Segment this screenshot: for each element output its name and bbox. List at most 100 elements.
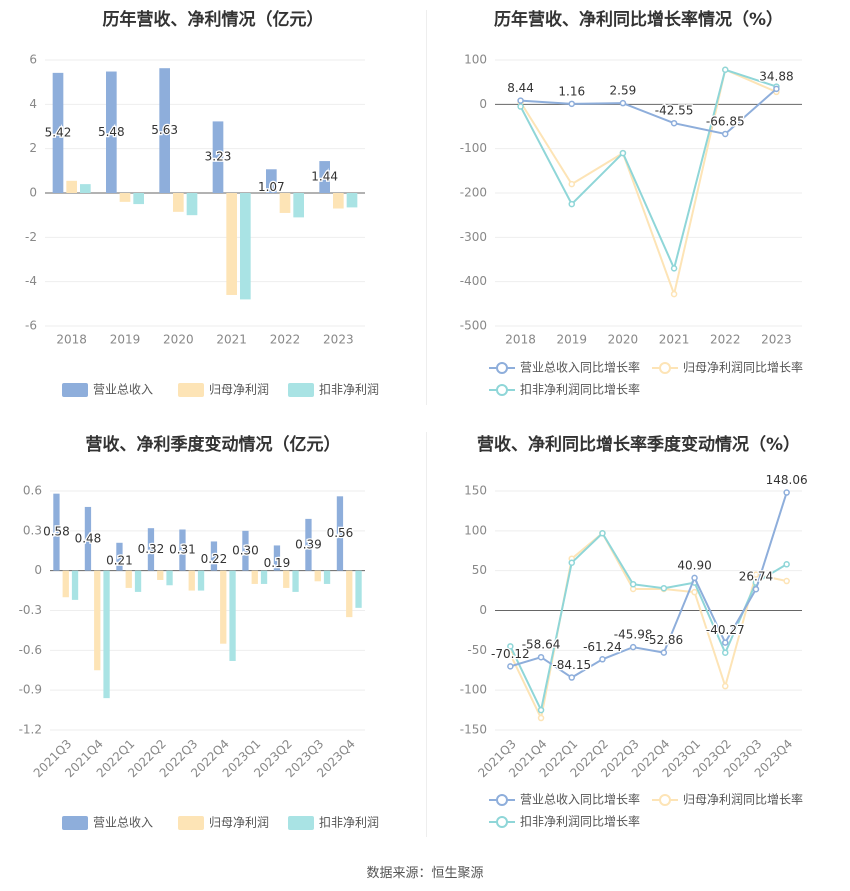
series-point	[722, 130, 729, 138]
bar-revenue	[159, 68, 170, 193]
x-tick-label: 2021	[659, 333, 690, 347]
bar-deducted-profit	[71, 570, 79, 600]
y-tick-label: -0.9	[19, 683, 42, 697]
bar-net-profit	[119, 193, 131, 202]
bar-revenue	[305, 518, 312, 571]
data-label: 8.44	[507, 81, 534, 95]
legend-swatch	[62, 383, 88, 397]
data-label: -84.15	[552, 658, 591, 672]
bar-revenue	[242, 530, 249, 571]
legend-swatch	[288, 383, 314, 397]
series-point	[629, 580, 637, 588]
x-tick-label: 2022	[270, 333, 301, 347]
bar-deducted-profit	[166, 570, 173, 586]
y-tick-label: 0.3	[23, 523, 42, 537]
bar-deducted-profit	[197, 570, 205, 591]
y-tick-label: 150	[464, 484, 487, 498]
series-point	[568, 559, 575, 566]
bar-net-profit	[283, 570, 290, 588]
bar-net-profit	[226, 193, 237, 295]
y-tick-label: 0	[29, 186, 37, 200]
bar-net-profit	[94, 570, 101, 671]
bar-net-profit	[314, 570, 321, 582]
series-point	[670, 265, 678, 272]
data-label: 5.42	[45, 125, 72, 139]
data-label: 0.30	[232, 543, 259, 557]
x-tick-label: 2022	[710, 333, 741, 347]
data-label: 1.44	[311, 170, 338, 184]
data-source-note: 数据来源：恒生聚源	[366, 866, 484, 881]
chart-title: 营收、净利同比增长率季度变动情况（%）	[477, 434, 800, 455]
data-label: -58.64	[522, 638, 561, 652]
series-point	[599, 656, 606, 663]
legend-label: 归母净利润同比增长率	[683, 360, 803, 375]
bar-revenue	[116, 542, 123, 571]
series-line-revenue	[510, 492, 788, 679]
data-label: 148.06	[766, 473, 808, 487]
chart-title: 历年营收、净利情况（亿元）	[103, 9, 324, 30]
x-tick-label: 2019	[556, 333, 587, 347]
chart-annual-amounts: 历年营收、净利情况（亿元） 6 4 2 0 -2 -4 -6 2018 2019 2020 2021 2…	[0, 0, 426, 410]
bar-revenue	[210, 541, 218, 571]
bar-revenue	[53, 493, 60, 571]
series-point	[660, 584, 668, 592]
bar-net-profit	[188, 570, 195, 591]
x-tick-label: 2021	[216, 333, 247, 347]
x-tick-label: 2018	[56, 333, 87, 347]
bar-deducted-profit	[355, 570, 362, 608]
series-line-deducted-profit	[519, 68, 777, 272]
series-point	[537, 706, 545, 714]
x-tick-label: 2020	[163, 333, 194, 347]
bar-deducted-profit	[80, 184, 91, 193]
data-label: -52.86	[645, 633, 684, 647]
y-tick-label: -150	[460, 723, 487, 737]
y-tick-label: -100	[460, 141, 487, 155]
x-tick-label: 2023	[323, 333, 354, 347]
data-label: 0.58	[43, 525, 70, 539]
series-point	[507, 643, 514, 650]
y-tick-label: 6	[29, 53, 37, 67]
legend-label: 扣非净利润	[319, 383, 379, 397]
legend-swatch-marker	[496, 362, 508, 374]
bar-revenue	[266, 169, 277, 193]
series-point	[752, 571, 760, 578]
y-tick-label: -300	[460, 230, 487, 244]
bar-deducted-profit	[103, 570, 110, 699]
legend-label: 扣非净利润同比增长率	[520, 382, 640, 397]
y-tick-label: 0	[34, 563, 42, 577]
bar-revenue	[179, 529, 186, 571]
legend-label: 营业总收入	[93, 383, 153, 397]
bar-revenue	[106, 71, 117, 193]
legend-swatch-marker	[496, 384, 508, 396]
quarterly-growth-svg: 营收、净利同比增长率季度变动情况（%） 150 100 50 0 -50 -100 -150 2…	[460, 434, 809, 829]
y-tick-label: -1.2	[19, 723, 42, 737]
series-point	[537, 714, 545, 722]
series-point	[517, 103, 524, 110]
bar-net-profit	[157, 570, 164, 580]
series-point	[629, 643, 637, 651]
quarterly-amounts-svg: 营收、净利季度变动情况（亿元）0.60.30-0.3-0.6-0.9-1.220…	[19, 434, 379, 830]
bar-deducted-profit	[292, 570, 299, 592]
series-point	[783, 577, 790, 585]
series-point	[722, 649, 729, 656]
data-label: 0.31	[169, 543, 196, 557]
legend-label: 扣非净利润同比增长率	[520, 814, 640, 829]
series-point	[660, 649, 668, 656]
data-label: 1.07	[258, 180, 285, 194]
y-tick-label: 100	[464, 523, 487, 537]
series-point	[599, 529, 606, 537]
series-point	[722, 66, 729, 74]
series-point	[507, 663, 514, 670]
panel-divider-top	[426, 10, 427, 405]
x-tick-label: 2018	[505, 333, 536, 347]
series-point	[568, 674, 575, 681]
data-label: 34.88	[759, 69, 793, 83]
series-point	[722, 639, 729, 646]
data-label: 2.59	[610, 84, 637, 98]
bar-deducted-profit	[293, 193, 304, 218]
bar-deducted-profit	[186, 193, 198, 216]
y-tick-label: 4	[29, 97, 37, 111]
series-point	[619, 149, 627, 157]
series-point	[773, 85, 780, 93]
data-label: 0.22	[201, 552, 228, 566]
